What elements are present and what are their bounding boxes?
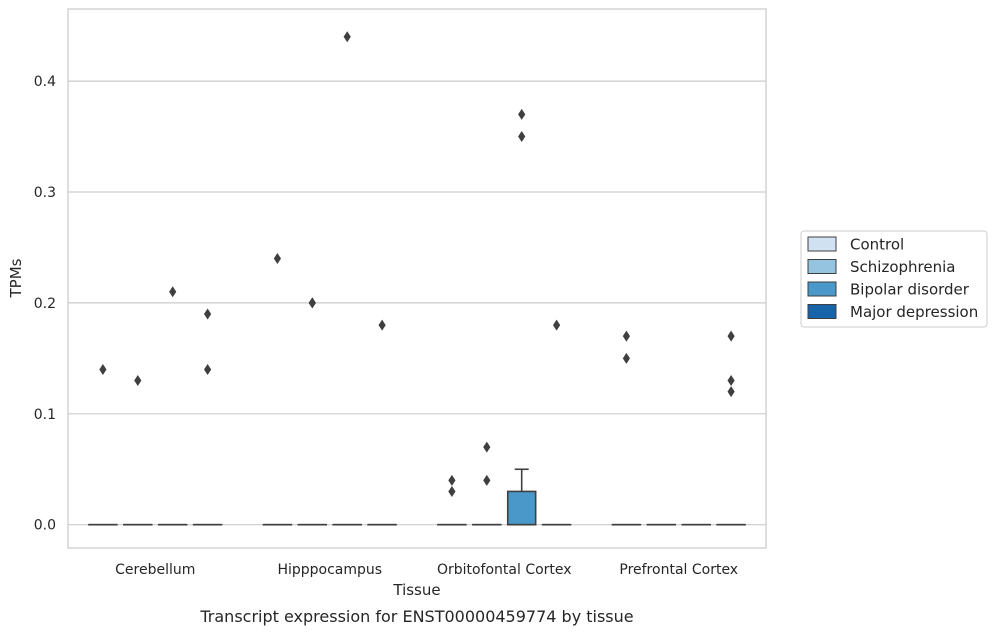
box-body: [506, 490, 537, 526]
outlier-point: [727, 386, 735, 398]
box-layer: [88, 468, 746, 526]
outlier-point: [204, 363, 212, 375]
legend-item: Major depression: [807, 303, 978, 321]
chart-caption: Transcript expression for ENST0000045977…: [199, 607, 633, 626]
outlier-point: [169, 286, 177, 298]
legend-label: Major depression: [850, 303, 978, 321]
outlier-layer: [99, 31, 735, 497]
y-tick-label: 0.4: [34, 74, 56, 90]
legend: Control Schizophrenia Bipolar disorder Majo…: [800, 230, 988, 328]
outlier-point: [483, 441, 491, 453]
outlier-point: [622, 330, 630, 342]
y-tick-label: 0.2: [34, 296, 56, 312]
outlier-point: [518, 131, 526, 143]
x-tick-label: Prefrontal Cortex: [619, 562, 738, 578]
outlier-point: [343, 31, 351, 43]
legend-label: Schizophrenia: [850, 258, 955, 276]
legend-label: Bipolar disorder: [850, 281, 970, 299]
y-tick-labels: 0.0 0.1 0.2 0.3 0.4: [34, 74, 56, 534]
legend-swatch: [807, 259, 837, 274]
y-tick-label: 0.3: [34, 185, 56, 201]
outlier-point: [727, 375, 735, 387]
outlier-point: [622, 352, 630, 364]
outlier-point: [518, 108, 526, 120]
plot-background: [68, 9, 766, 548]
legend-item: Bipolar disorder: [807, 281, 970, 299]
y-tick-label: 0.0: [34, 518, 56, 534]
legend-swatch: [807, 304, 837, 319]
legend-items: Control Schizophrenia Bipolar disorder Majo…: [807, 236, 978, 321]
outlier-point: [553, 319, 561, 331]
y-axis-title: TPMs: [7, 258, 25, 298]
outlier-point: [378, 319, 386, 331]
x-axis-title: Tissue: [392, 581, 440, 599]
legend-frame: [800, 230, 988, 328]
outlier-point: [483, 474, 491, 486]
legend-item: Control: [807, 236, 904, 254]
x-tick-labels: Cerebellum Hipppocampus Orbitofontal Corte…: [115, 562, 738, 578]
outlier-point: [448, 485, 456, 497]
x-tick-label: Orbitofontal Cortex: [437, 562, 572, 578]
outlier-point: [448, 474, 456, 486]
plot-frame: [67, 8, 767, 549]
outlier-point: [308, 297, 316, 309]
legend-item: Schizophrenia: [807, 258, 955, 276]
outlier-point: [273, 253, 281, 265]
x-tick-label: Cerebellum: [115, 562, 195, 578]
outlier-point: [727, 330, 735, 342]
outlier-point: [134, 375, 142, 387]
box-2-2: [506, 468, 537, 526]
legend-swatch: [807, 236, 837, 252]
legend-swatch: [807, 281, 837, 297]
x-tick-label: Hipppocampus: [277, 562, 382, 578]
y-tick-label: 0.1: [34, 407, 56, 423]
outlier-point: [99, 363, 107, 375]
legend-label: Control: [850, 236, 904, 254]
outlier-point: [204, 308, 212, 320]
